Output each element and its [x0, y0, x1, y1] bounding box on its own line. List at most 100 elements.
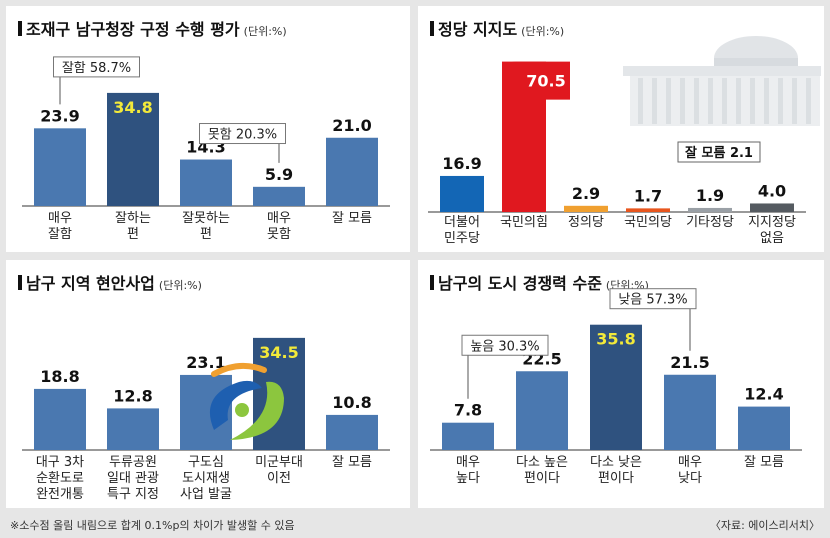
value-label: 16.9 [442, 154, 481, 173]
category-label: 높다 [456, 471, 480, 486]
category-label: 다소 높은 [516, 455, 568, 470]
value-label: 1.9 [696, 186, 724, 205]
bar-shape-accent [502, 61, 570, 212]
category-label: 잘 모름 [332, 211, 372, 226]
value-label: 12.8 [113, 386, 152, 405]
category-label: 두류공원 [109, 455, 157, 470]
value-label: 7.8 [454, 401, 482, 420]
category-label: 지지정당 [748, 215, 796, 230]
category-label: 없음 [760, 231, 784, 246]
value-label: 70.5 [526, 72, 565, 91]
category-label: 국민의당 [624, 215, 672, 230]
bar [516, 371, 568, 450]
bar [107, 408, 159, 450]
bar [180, 159, 232, 206]
category-label: 이전 [267, 471, 291, 486]
category-label: 도시재생 [182, 471, 230, 486]
value-label: 1.7 [634, 186, 662, 205]
bar [253, 186, 305, 206]
group-label: 잘함 58.7% [62, 61, 131, 76]
value-label: 4.0 [758, 181, 786, 200]
category-label: 더불어 [444, 215, 480, 230]
category-label: 대구 3차 [36, 455, 84, 470]
value-label: 5.9 [265, 165, 293, 184]
group-box [461, 334, 549, 356]
group-label: 못함 20.3% [208, 128, 277, 143]
chart-title: 조재구 남구청장 구정 수행 평가 (단위:%) [18, 16, 287, 40]
bar [750, 203, 794, 212]
category-label: 민주당 [444, 231, 480, 246]
bar [326, 137, 378, 206]
bar [664, 374, 716, 450]
chart-title: 남구 지역 현안사업 (단위:%) [18, 270, 202, 294]
value-label: 23.1 [186, 353, 225, 372]
category-label: 잘 모름 [744, 455, 784, 470]
value-label: 35.8 [596, 330, 635, 349]
district-logo-icon [209, 362, 284, 440]
category-label: 편이다 [524, 471, 560, 486]
category-label: 매우 [267, 211, 291, 226]
value-label: 18.8 [40, 367, 79, 386]
category-label: 완전개통 [36, 487, 84, 502]
category-label: 정의당 [568, 215, 604, 230]
bar [738, 406, 790, 450]
group-box [199, 123, 286, 145]
annotation-box [677, 141, 761, 163]
source-label: 〈자료: 에이스리서치〉 [709, 519, 820, 532]
category-label: 잘함 [48, 227, 72, 242]
category-label: 구도심 [188, 455, 224, 470]
bar [34, 128, 86, 206]
category-label: 사업 발굴 [180, 487, 232, 502]
panel-city-competitiveness: 남구의 도시 경쟁력 수준 (단위:%) 7.8 매우 높다 22.5 다소 높은 편이다 3… [418, 260, 824, 508]
category-label: 일대 관광 [107, 471, 159, 486]
value-label: 21.5 [670, 353, 709, 372]
value-label: 34.8 [113, 98, 152, 117]
bar [564, 205, 608, 212]
bar [590, 324, 642, 450]
category-label: 특구 지정 [107, 487, 159, 502]
bar [688, 207, 732, 212]
panel-local-projects: 남구 지역 현안사업 (단위:%) 18.8 대구 3차 순환도로 완전개통 12.8 두류… [6, 260, 410, 508]
annotation-label: 잘 모름 2.1 [685, 146, 753, 161]
footnote: ※소수점 올림 내림으로 합계 0.1%p의 차이가 발생할 수 있음 [10, 519, 295, 532]
category-label: 매우 [678, 455, 702, 470]
category-label: 국민의힘 [500, 215, 548, 230]
category-label: 낮다 [678, 471, 702, 486]
category-label: 순환도로 [36, 471, 84, 486]
category-label: 못함 [267, 227, 291, 242]
value-label: 10.8 [332, 393, 371, 412]
category-label: 편이다 [598, 471, 634, 486]
category-label: 다소 낮은 [590, 455, 642, 470]
value-label: 23.9 [40, 106, 79, 125]
value-label: 21.0 [332, 116, 371, 135]
bar [326, 414, 378, 450]
category-label: 잘하는 [115, 211, 151, 226]
category-label: 매우 [456, 455, 480, 470]
category-label: 미군부대 [255, 455, 303, 470]
group-label: 높음 30.3% [470, 339, 539, 354]
value-label: 2.9 [572, 184, 600, 203]
value-label: 12.4 [744, 385, 783, 404]
bar [34, 388, 86, 450]
value-label: 34.5 [259, 343, 298, 362]
bar [626, 208, 670, 212]
assembly-building-illustration [623, 36, 821, 126]
category-label: 잘 모름 [332, 455, 372, 470]
bar [107, 92, 159, 206]
bar [442, 422, 494, 450]
bar [440, 175, 484, 212]
panel-mayor-rating: 조재구 남구청장 구정 수행 평가 (단위:%) 23.9 매우 잘함 34.8 잘하는 편… [6, 6, 410, 252]
category-label: 편 [200, 227, 212, 242]
category-label: 기타정당 [686, 215, 734, 230]
chart-title: 정당 지지도 (단위:%) [430, 16, 564, 40]
category-label: 잘못하는 [182, 211, 230, 226]
category-label: 편 [127, 227, 139, 242]
group-box [609, 288, 697, 310]
group-box [53, 56, 140, 78]
group-label: 낮음 57.3% [618, 293, 687, 308]
